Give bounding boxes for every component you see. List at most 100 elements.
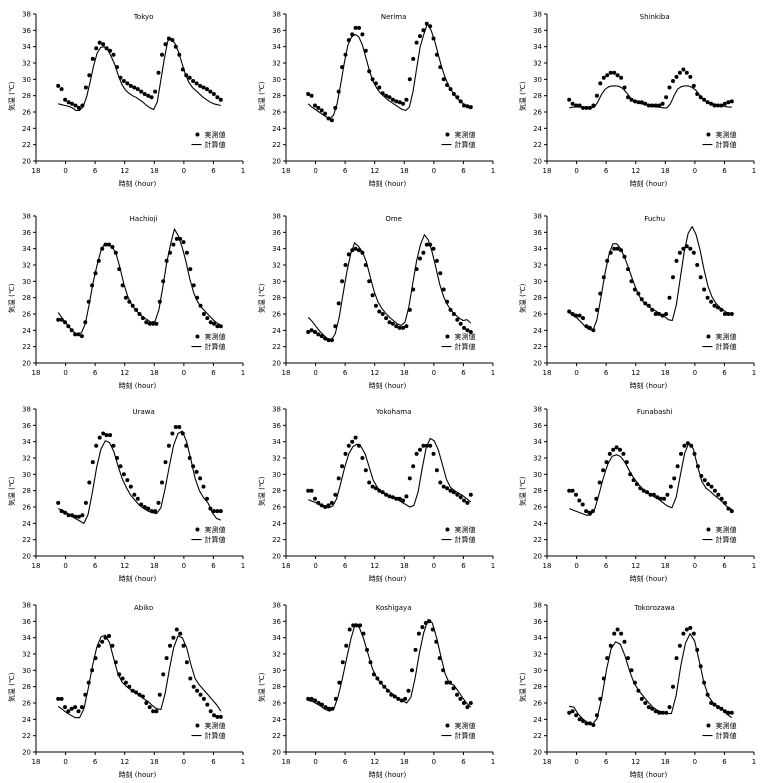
data-point-observed (357, 248, 361, 253)
x-tick-label: 18 (543, 369, 552, 377)
legend-label-observed: 実測値 (454, 525, 475, 534)
y-axis-label: 気温 (℃) (7, 672, 16, 702)
data-point-observed (416, 631, 421, 636)
data-point-observed (146, 93, 151, 98)
legend-label-calculated: 計算値 (715, 731, 736, 740)
data-point-observed (343, 451, 348, 456)
data-point-observed (387, 494, 392, 499)
data-point-observed (581, 316, 585, 321)
legend-label-observed: 実測値 (715, 525, 736, 534)
legend-marker-observed (195, 132, 200, 137)
data-point-observed (326, 503, 331, 508)
data-point-observed (367, 480, 372, 485)
x-tick-label: 18 (32, 562, 41, 570)
data-point-observed (726, 312, 731, 316)
x-tick-label: 0 (182, 758, 186, 766)
data-point-observed (441, 484, 446, 489)
data-point-observed (120, 283, 125, 288)
data-point-observed (667, 85, 672, 90)
y-tick-label: 22 (533, 536, 542, 544)
data-point-observed (156, 500, 161, 505)
data-point-observed (577, 103, 582, 108)
data-point-observed (76, 709, 81, 714)
data-point-observed (70, 513, 74, 518)
data-point-observed (56, 500, 61, 505)
data-point-observed (434, 52, 439, 57)
data-point-observed (69, 706, 74, 711)
x-tick-label: 0 (432, 758, 436, 766)
data-point-observed (360, 32, 365, 37)
axis-lines (546, 216, 754, 364)
data-point-observed (574, 313, 579, 318)
x-tick-label: 0 (693, 369, 697, 377)
y-tick-label: 32 (22, 60, 31, 68)
x-tick-label: 6 (722, 562, 727, 570)
data-point-observed (135, 87, 140, 92)
data-point-observed (401, 498, 406, 503)
data-point-observed (397, 496, 402, 501)
x-tick-label: 6 (722, 758, 727, 766)
data-point-observed (423, 621, 428, 625)
series-line-calculated (308, 618, 472, 712)
data-point-observed (431, 36, 436, 41)
y-axis-label: 気温 (℃) (7, 81, 16, 111)
data-point-observed (135, 496, 140, 501)
y-tick-label: 38 (533, 11, 542, 19)
data-point-observed (632, 680, 637, 685)
data-point-observed (688, 74, 693, 79)
data-point-observed (118, 75, 123, 80)
data-point-observed (134, 690, 139, 695)
data-point-observed (681, 246, 686, 251)
data-point-observed (69, 328, 74, 333)
x-tick-label: 18 (661, 167, 670, 175)
data-point-observed (370, 293, 375, 298)
data-point-observed (184, 660, 189, 665)
y-tick-label: 26 (533, 504, 542, 512)
x-tick-label: 6 (461, 369, 466, 377)
data-point-observed (86, 680, 91, 685)
chart-title: Shinkiba (640, 13, 670, 21)
data-point-observed (619, 631, 624, 636)
data-point-observed (639, 297, 644, 302)
y-tick-label: 34 (272, 245, 281, 253)
y-tick-label: 30 (22, 471, 31, 479)
data-point-observed (350, 32, 355, 37)
data-point-observed (63, 510, 68, 515)
data-point-observed (421, 443, 426, 448)
data-point-observed (113, 250, 118, 255)
data-point-observed (612, 70, 617, 75)
data-point-observed (340, 464, 345, 469)
legend-marker-observed (706, 723, 711, 728)
data-point-observed (56, 317, 61, 322)
y-tick-label: 36 (272, 27, 281, 35)
data-point-observed (580, 502, 585, 507)
data-point-observed (370, 484, 375, 489)
data-point-observed (387, 320, 392, 325)
legend-label-observed: 実測値 (204, 525, 225, 534)
x-tick-label: 0 (313, 167, 317, 175)
data-point-observed (371, 672, 376, 677)
data-point-observed (350, 248, 355, 253)
data-point-observed (636, 100, 641, 105)
data-point-observed (390, 495, 395, 500)
x-tick-label: 6 (343, 758, 348, 766)
data-point-observed (123, 295, 128, 300)
data-point-observed (79, 334, 84, 339)
y-tick-label: 34 (533, 43, 542, 51)
y-tick-label: 38 (272, 602, 281, 610)
data-point-observed (123, 680, 128, 685)
data-point-observed (101, 431, 106, 436)
chart-title: Fuchu (644, 215, 665, 223)
data-point-observed (79, 705, 84, 710)
data-point-observed (679, 451, 683, 456)
x-axis-label: 時刻 (hour) (630, 179, 668, 188)
x-tick-label: 18 (661, 758, 670, 766)
legend-label-calculated: 計算値 (454, 140, 475, 149)
data-point-observed (157, 299, 162, 304)
data-point-observed (444, 680, 449, 685)
data-point-observed (414, 40, 419, 45)
data-point-observed (173, 44, 178, 49)
data-point-observed (215, 95, 220, 100)
data-point-observed (451, 312, 456, 316)
